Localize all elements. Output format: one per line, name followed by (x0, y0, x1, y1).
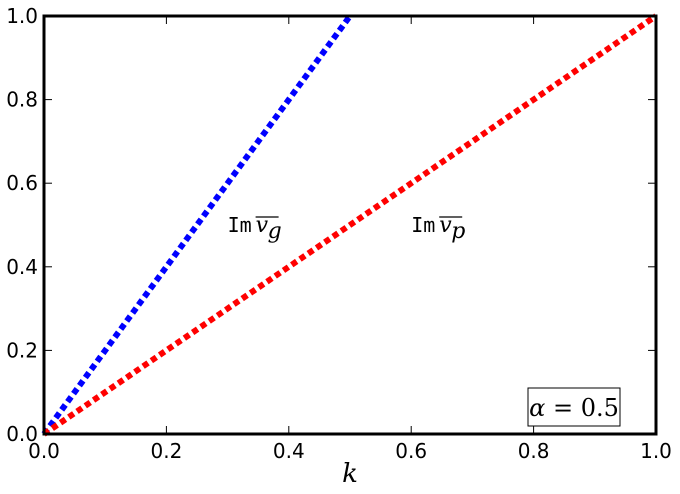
x-tick-label: 0.0 (28, 439, 60, 463)
y-tick-label: 0.2 (6, 338, 38, 362)
annotation-subscript: p (451, 219, 465, 244)
alpha-textbox-frame (527, 387, 621, 427)
alpha-textbox-label: α = 0.5 (529, 394, 619, 422)
ticks-layer: 0.0 0.2 0.4 0.6 0.8 1.0 0.0 0.2 0.4 0.6 0.8 1.0 (6, 4, 672, 463)
alpha-textbox: α = 0.5 (527, 387, 621, 427)
alpha-symbol: α (529, 394, 545, 422)
annotation-subscript: g (268, 219, 282, 244)
annotation-symbol: v (439, 213, 452, 238)
plot-area-frame (42, 14, 658, 436)
series-layer (41, 13, 658, 437)
annotation-symbol: v (256, 213, 269, 238)
x-tick-label: 0.2 (150, 439, 182, 463)
annotation-p: Im v p (411, 213, 465, 244)
y-tick-label: 0.6 (6, 171, 38, 195)
series-line-0 (41, 14, 353, 436)
annotations-layer: Im v g Im v p (228, 213, 466, 244)
annotation-g: Im v g (228, 213, 282, 244)
y-tick-label: 0.4 (6, 255, 38, 279)
y-tick-label: 1.0 (6, 4, 38, 28)
annotation-prefix: Im (228, 213, 252, 237)
series-line-1 (42, 13, 658, 437)
annotation-prefix: Im (411, 213, 435, 237)
y-tick-label: 0.0 (6, 422, 38, 446)
x-tick-label: 0.6 (395, 439, 427, 463)
x-axis-label: k (342, 459, 358, 489)
y-tick-label: 0.8 (6, 88, 38, 112)
x-tick-label: 0.8 (518, 439, 550, 463)
x-tick-label: 0.4 (273, 439, 305, 463)
alpha-value: = 0.5 (545, 394, 619, 422)
x-tick-label: 1.0 (640, 439, 672, 463)
